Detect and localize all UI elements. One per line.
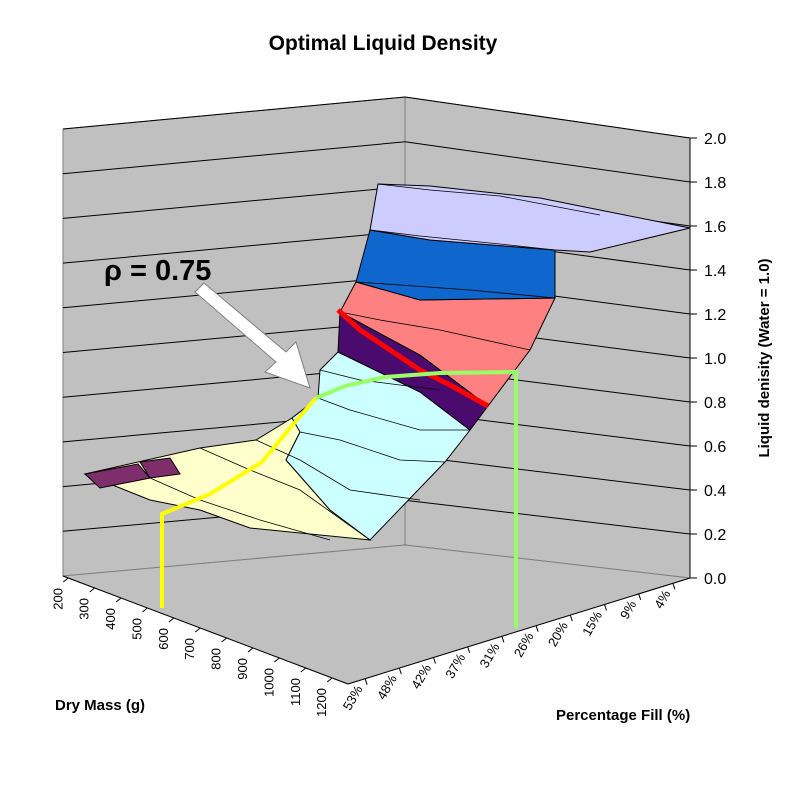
x-tick-label: 900 [235, 658, 250, 680]
gridline-left [62, 186, 406, 219]
gridline-left [62, 230, 406, 264]
gridline-right [404, 141, 691, 183]
y-axis-line [347, 577, 691, 685]
z-tick-label: 0.8 [704, 395, 726, 412]
y-tick-mark [672, 583, 676, 590]
x-tick-label: 200 [50, 588, 65, 610]
x-tick-label: 1200 [314, 688, 329, 717]
y-tick-label: 4% [651, 587, 674, 611]
y-tick-mark [535, 625, 539, 632]
x-tick-label: 700 [182, 638, 197, 660]
y-tick-label: 26% [511, 629, 537, 659]
surface-mesh-line [319, 369, 441, 391]
surface-mesh-line [317, 397, 470, 431]
surface-mesh-line [377, 183, 601, 216]
y-tick-label: 37% [442, 651, 468, 681]
annotation-arrow [194, 282, 311, 389]
green-path [315, 369, 518, 628]
gridline-right [404, 454, 691, 491]
y-tick-label: 31% [476, 640, 502, 670]
y-tick-mark [398, 667, 402, 675]
surface-mesh-line [369, 229, 556, 251]
z-tick-label: 1.2 [704, 307, 726, 324]
x-tick-label: 600 [156, 628, 171, 650]
x-tick-mark [115, 597, 122, 603]
z-tick-label: 1.8 [704, 175, 726, 192]
x-tick-mark [300, 667, 307, 673]
x-axis-title: Dry Mass (g) [55, 697, 145, 714]
y-tick-mark [364, 678, 368, 685]
density-surface [83, 183, 691, 541]
z-tick-label: 1.4 [704, 263, 726, 280]
y-tick-label: 15% [579, 608, 605, 638]
y-tick-label: 53% [340, 682, 366, 712]
density-one-contour [336, 308, 490, 409]
chart-title: Optimal Liquid Density [269, 32, 498, 55]
gridline-left [62, 275, 406, 309]
x-tick-mark [194, 627, 201, 633]
surface-band [285, 351, 471, 541]
y-axis-title: Percentage Fill (%) [556, 707, 690, 724]
surface-mesh-line [255, 439, 421, 501]
x-tick-mark [89, 587, 95, 593]
x-tick-mark [168, 617, 175, 623]
highlight-paths [160, 282, 518, 628]
yellow-path [160, 396, 318, 608]
surface-mesh-line [199, 447, 371, 541]
x-tick-mark [62, 577, 69, 583]
y-tick-label: 9% [617, 598, 640, 622]
x-axis-ticks: 200 300 400 500 600 700 800 900 1000 1100 1200 [50, 577, 333, 717]
x-tick-label: 800 [209, 648, 224, 670]
x-tick-label: 400 [103, 608, 118, 630]
x-tick-mark [247, 647, 254, 653]
y-tick-mark [569, 614, 573, 622]
surface-mesh-line [299, 431, 446, 463]
gridline-left [62, 141, 406, 175]
x-tick-mark [326, 677, 333, 683]
y-tick-label: 20% [545, 619, 571, 649]
x-tick-label: 1100 [288, 678, 303, 706]
gridline-right [404, 96, 691, 139]
y-tick-mark [638, 593, 642, 601]
surface-mesh-line [149, 477, 331, 541]
surface-mesh-line [355, 281, 556, 299]
z-tick-label: 0.2 [704, 527, 726, 544]
gridline-left [62, 96, 406, 130]
z-tick-label: 0.6 [704, 439, 726, 456]
x-tick-mark [274, 657, 280, 663]
z-axis-ticks: 0.0 0.2 0.4 0.6 0.8 1.0 1.2 1.4 1.6 1.8 2.0 [690, 131, 726, 588]
z-tick-label: 2.0 [704, 131, 726, 148]
y-tick-label: 42% [408, 661, 434, 691]
x-tick-label: 300 [77, 598, 92, 620]
x-axis-line [62, 575, 349, 685]
x-tick-label: 1000 [261, 668, 276, 697]
z-tick-label: 1.6 [704, 219, 726, 236]
x-tick-mark [142, 607, 148, 613]
density-annotation: ρ = 0.75 [104, 255, 211, 287]
surface-mesh-line [339, 311, 531, 351]
x-tick-label: 500 [129, 618, 144, 640]
z-tick-label: 0.4 [704, 483, 726, 500]
x-tick-mark [221, 637, 227, 643]
y-tick-mark [433, 657, 436, 664]
z-axis-title: Liquid denisity (Water = 1.0) [756, 258, 773, 457]
z-tick-label: 0.0 [704, 571, 726, 588]
z-tick-label: 1.0 [704, 351, 726, 368]
gridline-right [404, 499, 691, 535]
y-tick-mark [467, 646, 471, 654]
y-tick-mark [604, 604, 607, 611]
surface-band [139, 457, 181, 479]
y-tick-mark [501, 636, 505, 643]
y-tick-label: 48% [374, 672, 400, 702]
